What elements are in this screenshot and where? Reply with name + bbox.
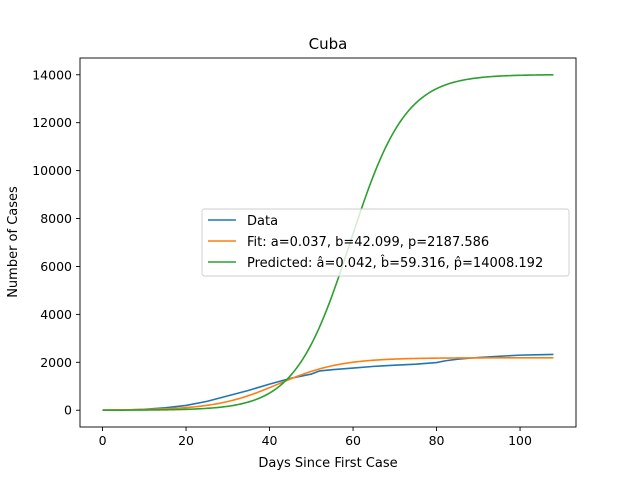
series-line-2 (102, 73, 554, 411)
series-line-0 (102, 353, 554, 412)
x-axis: 0 20 40 60 80 100 (99, 427, 532, 448)
y-tick-label-6: 12000 (32, 115, 72, 130)
legend-label-2: Predicted: â=0.042, b̂=59.316, p̂=14008.… (247, 256, 543, 271)
x-tick-label-0: 0 (99, 433, 107, 448)
y-tick-label-0: 0 (64, 403, 72, 418)
y-tick-label-5: 10000 (32, 163, 72, 178)
x-tick-label-1: 20 (178, 433, 194, 448)
y-axis: 0 2000 4000 6000 8000 10000 12000 14000 (32, 67, 80, 418)
x-tick-label-2: 40 (262, 433, 278, 448)
x-tick-label-4: 80 (429, 433, 445, 448)
chart-title: Cuba (309, 35, 348, 53)
legend-label-1: Fit: a=0.037, b=42.099, p=2187.586 (247, 235, 489, 250)
series-line-1 (102, 357, 554, 411)
y-tick-label-2: 4000 (40, 307, 72, 322)
legend-box (201, 208, 570, 277)
plot-area (79, 57, 577, 428)
y-tick-label-1: 2000 (40, 355, 72, 370)
y-axis-label: Number of Cases (6, 186, 21, 298)
legend: Data Fit: a=0.037, b=42.099, p=2187.586 Pr… (201, 208, 570, 277)
x-tick-label-3: 60 (345, 433, 361, 448)
y-tick-label-4: 8000 (40, 211, 72, 226)
x-axis-label: Days Since First Case (258, 456, 397, 471)
legend-label-0: Data (247, 214, 278, 229)
plot-frame (79, 57, 577, 428)
y-tick-label-3: 6000 (40, 259, 72, 274)
y-tick-label-7: 14000 (32, 67, 72, 82)
x-tick-label-5: 100 (508, 433, 532, 448)
